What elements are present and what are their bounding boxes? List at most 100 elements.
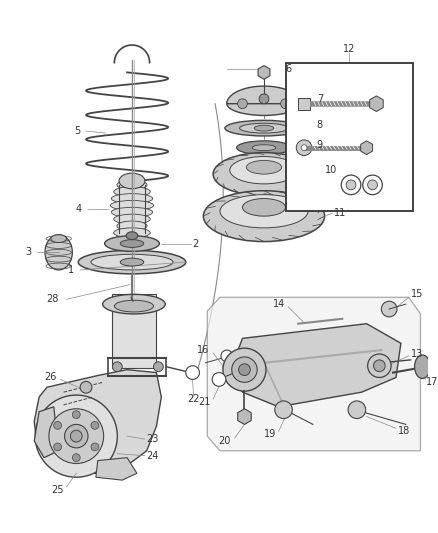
Circle shape — [348, 401, 366, 418]
Text: 3: 3 — [25, 247, 31, 257]
Ellipse shape — [227, 92, 301, 116]
Ellipse shape — [91, 254, 173, 270]
Ellipse shape — [114, 214, 150, 224]
Polygon shape — [34, 407, 59, 458]
Ellipse shape — [114, 300, 153, 312]
Text: 14: 14 — [273, 299, 286, 309]
Text: 20: 20 — [219, 436, 231, 446]
Ellipse shape — [117, 221, 147, 231]
Circle shape — [54, 443, 62, 451]
Ellipse shape — [71, 430, 82, 442]
Polygon shape — [113, 294, 156, 368]
Circle shape — [341, 175, 361, 195]
Polygon shape — [207, 297, 420, 451]
Circle shape — [221, 350, 233, 362]
Circle shape — [275, 401, 292, 418]
Text: 18: 18 — [398, 426, 410, 436]
Text: 17: 17 — [426, 377, 438, 387]
Circle shape — [72, 411, 80, 418]
Text: 6: 6 — [286, 64, 292, 75]
Circle shape — [381, 301, 397, 317]
Ellipse shape — [237, 141, 291, 155]
Circle shape — [237, 99, 247, 109]
Text: 5: 5 — [74, 126, 80, 136]
Ellipse shape — [213, 152, 315, 196]
Text: 1: 1 — [68, 265, 74, 275]
Circle shape — [346, 180, 356, 190]
Circle shape — [301, 145, 307, 151]
Ellipse shape — [119, 173, 145, 189]
Polygon shape — [298, 98, 310, 110]
Ellipse shape — [225, 120, 303, 136]
Ellipse shape — [220, 195, 308, 228]
Polygon shape — [34, 370, 161, 473]
Ellipse shape — [230, 157, 298, 184]
Ellipse shape — [78, 251, 186, 274]
Circle shape — [54, 422, 62, 429]
Polygon shape — [238, 409, 251, 424]
Ellipse shape — [120, 258, 144, 266]
Circle shape — [367, 354, 391, 377]
Circle shape — [259, 94, 269, 104]
Text: 2: 2 — [193, 239, 199, 248]
Text: 22: 22 — [187, 394, 200, 404]
Circle shape — [49, 409, 104, 464]
Text: 10: 10 — [325, 165, 337, 175]
Ellipse shape — [247, 160, 282, 174]
Text: 13: 13 — [411, 349, 423, 359]
Circle shape — [35, 395, 117, 477]
Ellipse shape — [126, 232, 138, 240]
Text: 19: 19 — [264, 429, 276, 439]
Text: 15: 15 — [411, 289, 423, 300]
Ellipse shape — [111, 193, 153, 204]
Ellipse shape — [111, 207, 153, 217]
Polygon shape — [361, 141, 373, 155]
Circle shape — [374, 360, 385, 372]
Ellipse shape — [114, 228, 150, 238]
Circle shape — [212, 373, 226, 386]
Circle shape — [91, 443, 99, 451]
Circle shape — [91, 422, 99, 429]
Text: 7: 7 — [317, 94, 323, 104]
Text: 25: 25 — [51, 485, 64, 495]
Ellipse shape — [45, 235, 72, 270]
Ellipse shape — [51, 235, 67, 243]
Ellipse shape — [254, 125, 274, 131]
Circle shape — [186, 366, 199, 379]
Ellipse shape — [114, 187, 150, 197]
Circle shape — [153, 362, 163, 372]
Ellipse shape — [415, 355, 430, 378]
Text: 26: 26 — [44, 373, 57, 383]
Text: 11: 11 — [334, 208, 346, 218]
Polygon shape — [258, 66, 270, 79]
Circle shape — [281, 99, 290, 109]
Text: 24: 24 — [147, 451, 159, 461]
Text: 16: 16 — [197, 345, 209, 355]
Circle shape — [363, 175, 382, 195]
Bar — [286, 63, 413, 211]
Text: 4: 4 — [76, 204, 82, 214]
Polygon shape — [227, 86, 301, 104]
Circle shape — [296, 140, 312, 156]
Circle shape — [367, 180, 378, 190]
Ellipse shape — [240, 123, 289, 133]
Text: 12: 12 — [343, 44, 355, 54]
Text: 21: 21 — [198, 397, 210, 407]
Polygon shape — [96, 458, 137, 480]
Ellipse shape — [243, 199, 286, 216]
Ellipse shape — [110, 200, 153, 211]
Circle shape — [113, 362, 122, 372]
Polygon shape — [230, 324, 401, 407]
Ellipse shape — [102, 294, 165, 314]
Circle shape — [64, 424, 88, 448]
Text: 23: 23 — [147, 434, 159, 444]
Ellipse shape — [105, 236, 159, 252]
Polygon shape — [370, 96, 383, 111]
Circle shape — [232, 357, 257, 382]
Ellipse shape — [203, 191, 325, 241]
Ellipse shape — [252, 145, 276, 151]
Text: 8: 8 — [317, 120, 323, 130]
Ellipse shape — [117, 180, 147, 190]
Text: 9: 9 — [317, 140, 323, 150]
Circle shape — [80, 382, 92, 393]
